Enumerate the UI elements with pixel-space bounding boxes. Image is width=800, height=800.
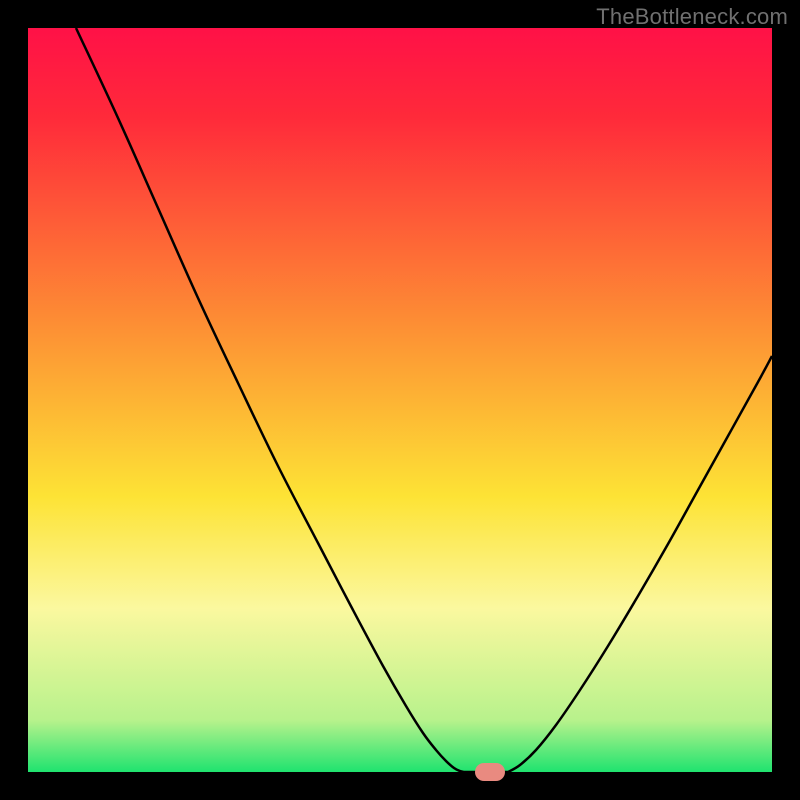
bottleneck-curve [0,0,800,800]
chart-frame: TheBottleneck.com [0,0,800,800]
optimal-marker [475,763,505,781]
curve-path [76,28,772,772]
watermark-text: TheBottleneck.com [596,4,788,30]
